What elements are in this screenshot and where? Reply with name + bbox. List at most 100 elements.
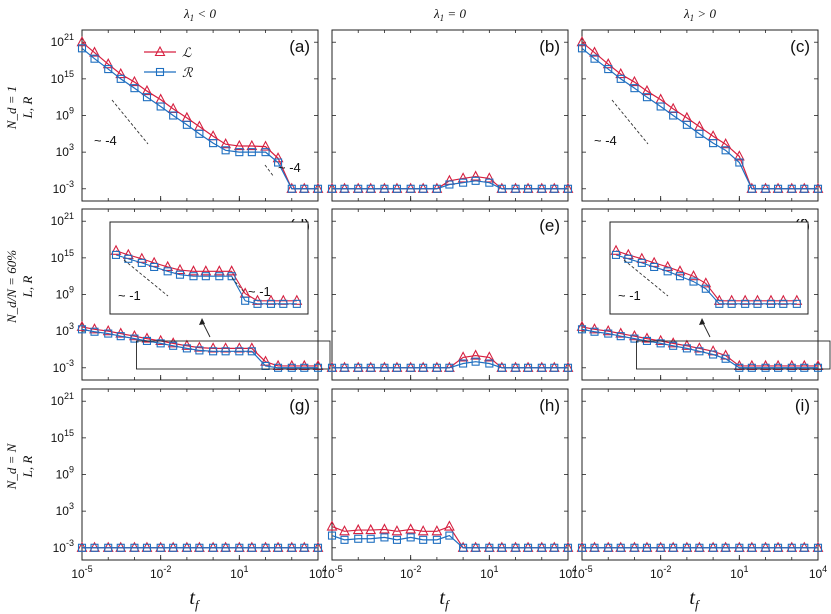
marker-R [497, 543, 506, 552]
marker-R [774, 363, 783, 372]
marker-L [417, 525, 429, 536]
marker-R [327, 363, 337, 372]
marker-R [485, 359, 494, 368]
plot-frame [331, 29, 569, 202]
marker-L [636, 252, 648, 263]
slope-guide [111, 99, 149, 145]
marker-R [550, 543, 559, 552]
marker-R [392, 535, 402, 544]
marker-R [209, 543, 218, 552]
marker-L [629, 75, 640, 87]
marker-R [590, 543, 599, 552]
marker-R [624, 254, 633, 263]
marker-R [432, 535, 441, 544]
marker-R [650, 262, 659, 272]
slope-annotation: ~ -4 [594, 133, 617, 148]
marker-R [215, 272, 224, 281]
marker-L [457, 172, 469, 183]
marker-R [366, 534, 375, 543]
panel-h: 10-5 10-2 101 104 (h) [321, 388, 577, 581]
marker-R [274, 363, 283, 372]
marker-R [459, 543, 468, 552]
inset-series-line-R [615, 254, 797, 305]
series-line-R [332, 180, 568, 190]
marker-R [130, 334, 139, 343]
panel-label: (b) [539, 37, 560, 56]
marker-R [753, 299, 762, 308]
marker-R [682, 543, 691, 552]
marker-R [630, 84, 639, 93]
marker-R [327, 184, 337, 193]
marker-R [715, 299, 724, 308]
marker-R [761, 184, 770, 193]
marker-R [169, 543, 178, 552]
marker-R [735, 543, 744, 552]
marker-R [366, 184, 375, 193]
marker-R [800, 543, 809, 552]
marker-L [610, 244, 622, 255]
y-tick-label: 10-3 [53, 179, 74, 196]
marker-R [90, 54, 99, 63]
inset-frame [609, 221, 809, 315]
marker-R [116, 74, 125, 83]
marker-R [90, 543, 99, 552]
series-line-R [331, 534, 568, 549]
y-tick-label: 10-3 [53, 538, 74, 555]
marker-R [550, 184, 559, 193]
marker-R [616, 74, 625, 83]
marker-R [392, 363, 402, 372]
marker-L [339, 525, 350, 536]
marker-R [182, 543, 191, 552]
marker-L [76, 36, 88, 47]
marker-R [279, 299, 288, 308]
marker-R [354, 363, 363, 372]
panel-label: (a) [289, 37, 310, 56]
marker-R [432, 363, 441, 372]
marker-R [656, 543, 665, 552]
marker-R [675, 272, 685, 281]
x-tick-label: 101 [230, 564, 248, 581]
marker-R [577, 44, 587, 53]
marker-R [537, 543, 546, 552]
plot-frame [81, 388, 319, 561]
marker-R [735, 158, 744, 167]
plot-frame [331, 388, 569, 561]
series-line-R [332, 361, 568, 369]
y-tick-label: 1015 [51, 428, 74, 445]
marker-R [656, 102, 665, 111]
marker-R [630, 334, 639, 343]
marker-R [721, 146, 730, 155]
row-label: N_d = 1 L, R [4, 86, 35, 130]
marker-R [747, 543, 756, 552]
marker-R [274, 543, 283, 552]
marker-R [813, 543, 823, 552]
marker-L [674, 265, 686, 276]
marker-R [787, 363, 796, 372]
marker-R [221, 146, 230, 155]
marker-R [537, 363, 546, 372]
marker-L [141, 84, 153, 96]
marker-L [457, 351, 469, 362]
marker-R [195, 129, 204, 138]
marker-R [616, 543, 625, 552]
marker-L [102, 58, 114, 69]
slope-guide [264, 164, 275, 178]
marker-R [300, 363, 309, 372]
series-line-L [81, 326, 318, 367]
marker-R [747, 184, 756, 193]
marker-R [287, 184, 296, 193]
x-tick-label: 101 [730, 564, 748, 581]
marker-R [721, 543, 730, 552]
marker-R [235, 347, 244, 356]
panel-g: 10-3 103 109 1015 1021 10-5 10-2 101 104 (g) [51, 388, 327, 581]
marker-L [379, 523, 390, 534]
y-tick-label: 109 [56, 106, 74, 123]
marker-R [774, 184, 783, 193]
column-title: λ1 > 0 [683, 6, 716, 23]
marker-R [590, 327, 599, 336]
marker-R [300, 543, 309, 552]
series-line-R [81, 47, 318, 190]
marker-R [800, 184, 809, 193]
marker-R [380, 184, 389, 193]
panel-label: (e) [539, 216, 560, 235]
